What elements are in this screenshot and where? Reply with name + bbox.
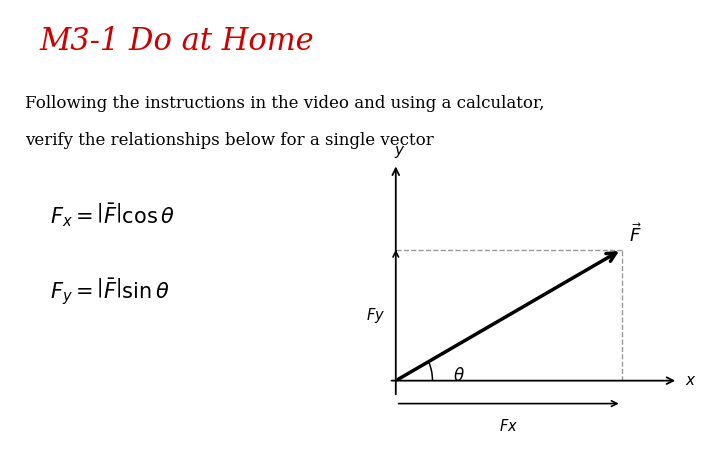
Text: $y$: $y$ bbox=[394, 143, 405, 159]
Text: $Fy$: $Fy$ bbox=[366, 306, 385, 324]
Text: $F_x = \left|\bar{F}\right|\cos\theta$: $F_x = \left|\bar{F}\right|\cos\theta$ bbox=[50, 201, 175, 229]
Text: verify the relationships below for a single vector: verify the relationships below for a sin… bbox=[25, 132, 434, 149]
Text: Following the instructions in the video and using a calculator,: Following the instructions in the video … bbox=[25, 95, 545, 112]
Text: $Fx$: $Fx$ bbox=[499, 418, 518, 434]
Text: M3-1 Do at Home: M3-1 Do at Home bbox=[40, 26, 314, 57]
Text: $\theta$: $\theta$ bbox=[453, 367, 464, 385]
Text: $\vec{F}$: $\vec{F}$ bbox=[629, 223, 641, 245]
Text: $F_y = \left|\bar{F}\right|\sin\theta$: $F_y = \left|\bar{F}\right|\sin\theta$ bbox=[50, 277, 170, 308]
Text: $x$: $x$ bbox=[685, 374, 696, 388]
